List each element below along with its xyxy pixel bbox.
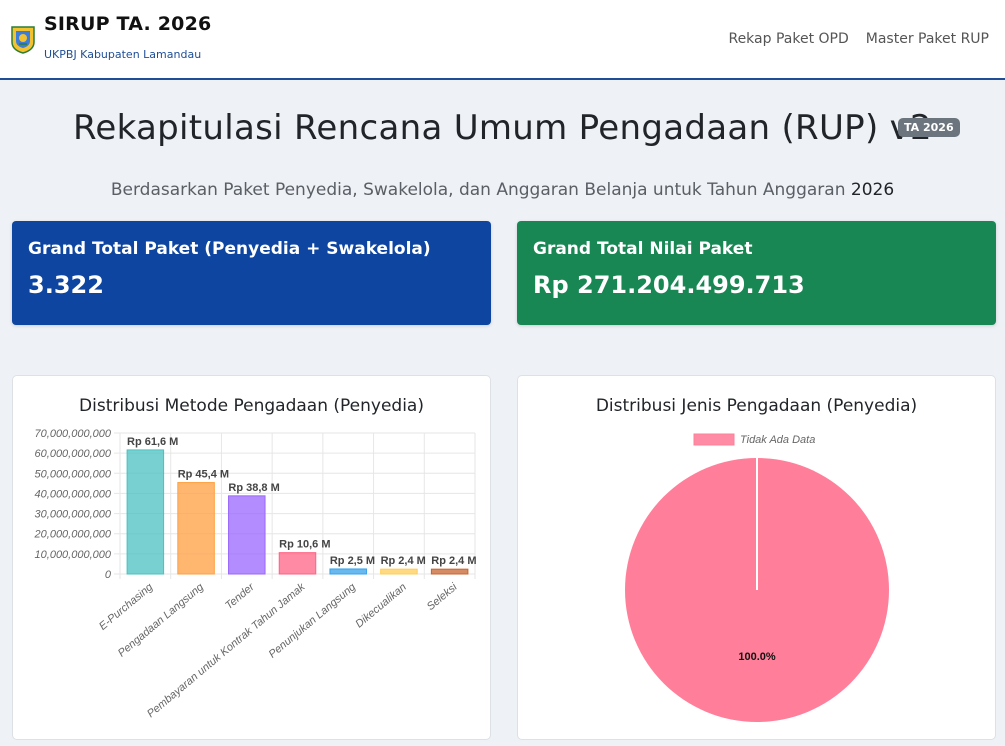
bar-tender[interactable] (228, 495, 266, 575)
page-subtitle: Berdasarkan Paket Penyedia, Swakelola, d… (0, 180, 1005, 200)
pie-chart-title: Distribusi Jenis Pengadaan (Penyedia) (595, 396, 918, 416)
subtitle-year: 2026 (850, 180, 895, 200)
jenis-pengadaan-pie-chart[interactable]: Tidak Ada Data 100.0% (518, 376, 995, 739)
metode-pengadaan-chart-card: Distribusi Metode Pengadaan (Penyedia) 0… (12, 375, 491, 740)
bar-dikecualikan[interactable] (380, 568, 418, 575)
bar-pembayaran-untuk-kontrak-tahun-jamak[interactable] (278, 552, 317, 575)
pie-data-label: 100.0% (738, 651, 776, 663)
brand-subtitle: UKPBJ Kabupaten Lamandau (44, 48, 202, 61)
grand-total-paket-value: 3.322 (28, 271, 104, 299)
y-tick-label: 20,000,000,000 (34, 529, 112, 541)
bar-data-label: Rp 10,6 M (279, 539, 330, 551)
y-tick-label: 10,000,000,000 (35, 549, 112, 561)
x-tick-label: Tender (223, 580, 258, 612)
y-tick-label: 0 (105, 569, 112, 581)
y-tick-label: 30,000,000,000 (35, 509, 112, 521)
grand-total-nilai-value: Rp 271.204.499.713 (533, 271, 805, 299)
x-tick-label: Penunjukan Langsung (267, 581, 359, 661)
x-tick-label: Seleksi (425, 581, 460, 613)
nav-link-master-paket-rup[interactable]: Master Paket RUP (865, 31, 989, 47)
y-tick-label: 70,000,000,000 (35, 428, 112, 440)
nav-links: Rekap Paket OPD Master Paket RUP (728, 31, 989, 47)
bar-data-label: Rp 61,6 M (127, 436, 178, 448)
bar-data-label: Rp 45,4 M (178, 469, 229, 481)
lamandau-logo-icon[interactable] (10, 24, 36, 54)
grand-total-paket-label: Grand Total Paket (Penyedia + Swakelola) (28, 239, 431, 259)
y-tick-label: 40,000,000,000 (35, 488, 112, 500)
bar-e-purchasing[interactable] (126, 449, 165, 575)
bar-penunjukan-langsung[interactable] (329, 568, 367, 575)
bar-data-label: Rp 38,8 M (228, 482, 279, 494)
x-tick-label: Dikecualikan (353, 581, 408, 630)
bar-chart-title: Distribusi Metode Pengadaan (Penyedia) (79, 396, 424, 416)
bar-pengadaan-langsung[interactable] (177, 482, 215, 575)
legend-label[interactable]: Tidak Ada Data (740, 434, 815, 446)
y-tick-label: 60,000,000,000 (35, 448, 112, 460)
page-title-wrap: Rekapitulasi Rencana Umum Pengadaan (RUP… (0, 108, 1005, 148)
jenis-pengadaan-chart-card: Distribusi Jenis Pengadaan (Penyedia) Ti… (517, 375, 996, 740)
bar-data-label: Rp 2,4 M (431, 555, 476, 567)
grand-total-paket-card: Grand Total Paket (Penyedia + Swakelola)… (12, 221, 491, 325)
page-title: Rekapitulasi Rencana Umum Pengadaan (RUP… (73, 108, 932, 148)
navbar: SIRUP TA. 2026 UKPBJ Kabupaten Lamandau … (0, 0, 1005, 80)
legend-swatch[interactable] (693, 433, 735, 446)
x-tick-label: Pengadaan Langsung (116, 581, 207, 660)
year-badge: TA 2026 (898, 118, 960, 137)
y-tick-label: 50,000,000,000 (35, 468, 112, 480)
bar-data-label: Rp 2,5 M (330, 555, 375, 567)
bar-data-label: Rp 2,4 M (381, 555, 426, 567)
grand-total-nilai-card: Grand Total Nilai Paket Rp 271.204.499.7… (517, 221, 996, 325)
nav-link-rekap-paket-opd[interactable]: Rekap Paket OPD (728, 31, 849, 47)
grand-total-nilai-label: Grand Total Nilai Paket (533, 239, 753, 259)
bar-seleksi[interactable] (430, 568, 469, 575)
brand-title[interactable]: SIRUP TA. 2026 (44, 13, 212, 35)
metode-pengadaan-bar-chart[interactable]: 0 10,000,000,000 20,000,000,000 30,000,000,… (13, 376, 490, 739)
subtitle-text: Berdasarkan Paket Penyedia, Swakelola, d… (110, 180, 851, 200)
